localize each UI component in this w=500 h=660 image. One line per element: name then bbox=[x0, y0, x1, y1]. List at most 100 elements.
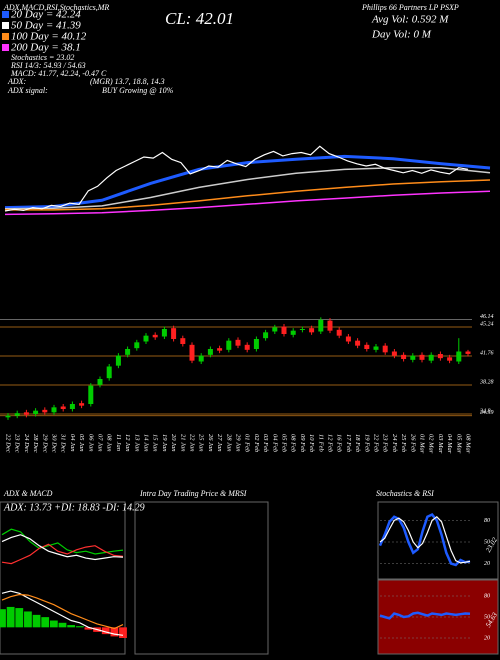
y-tick-label: 45.24 bbox=[480, 320, 494, 327]
candle-body bbox=[125, 349, 131, 355]
histogram-bar bbox=[58, 622, 67, 628]
candle-body bbox=[189, 344, 195, 361]
x-tick-label: 09 Feb bbox=[299, 434, 306, 453]
candle-body bbox=[336, 329, 342, 336]
histogram-bar bbox=[75, 626, 84, 628]
candle-body bbox=[327, 320, 333, 331]
candle-body bbox=[51, 407, 57, 413]
candle-body bbox=[382, 345, 388, 353]
indicator-label: MACD: 41.77, 42.24, -0.47 C bbox=[10, 69, 107, 78]
panel-title: ADX & MACD bbox=[3, 489, 53, 498]
candle-body bbox=[373, 346, 379, 350]
x-tick-label: 22 Dec bbox=[5, 434, 12, 453]
candle-body bbox=[263, 332, 269, 339]
panel-title: Stochastics & RSI bbox=[376, 489, 434, 498]
x-tick-label: 25 Jan bbox=[198, 434, 205, 452]
series-line bbox=[1, 543, 124, 565]
series-line bbox=[4, 190, 491, 216]
x-tick-label: 27 Jan bbox=[216, 434, 223, 452]
x-tick-label: 03 Feb bbox=[262, 434, 269, 453]
candle-body bbox=[143, 335, 149, 342]
x-tick-label: 04 Mar bbox=[446, 434, 453, 454]
x-tick-label: 23 Dec bbox=[14, 434, 21, 453]
symbol-line: Phillips 66 Partners LP PSXP bbox=[361, 3, 459, 12]
candle-body bbox=[14, 413, 20, 416]
panel-subtitle: ADX: 13.73 +DI: 18.83 -DI: 14.29 bbox=[3, 502, 145, 513]
y-tick-label: 80 bbox=[484, 593, 490, 599]
candle-body bbox=[235, 339, 241, 346]
x-tick-label: 14 Jan bbox=[143, 434, 150, 452]
panel-border bbox=[377, 579, 499, 655]
panel-bg bbox=[378, 502, 498, 579]
adx-signal: BUY Growing @ 10% bbox=[102, 86, 174, 95]
indicator-label: 20 Day = 42.24 bbox=[11, 9, 81, 21]
y-tick-label: 20 bbox=[484, 561, 490, 567]
x-tick-label: 26 Jan bbox=[207, 434, 214, 452]
candle-body bbox=[465, 351, 471, 354]
candle-body bbox=[161, 329, 167, 337]
close-price: CL: 42.01 bbox=[165, 9, 234, 28]
price-line bbox=[4, 145, 469, 212]
x-tick-label: 04 Jan bbox=[69, 434, 76, 452]
candle-body bbox=[318, 319, 324, 332]
x-tick-label: 31 Dec bbox=[60, 433, 67, 453]
histogram-bar bbox=[110, 627, 119, 637]
adx-value: (MGR) 13.7, 18.8, 14.3 bbox=[90, 77, 165, 86]
x-tick-label: 02 Feb bbox=[253, 434, 260, 453]
candle-body bbox=[345, 336, 351, 342]
intraday-panel bbox=[134, 501, 269, 655]
x-tick-label: 08 Mar bbox=[465, 434, 472, 454]
candle-body bbox=[428, 354, 434, 361]
x-tick-label: 28 Jan bbox=[225, 434, 232, 452]
y-tick-label: 38.28 bbox=[479, 379, 494, 385]
candle-body bbox=[88, 385, 94, 404]
x-tick-label: 26 Feb bbox=[409, 434, 416, 453]
histogram-bar bbox=[49, 620, 58, 628]
panel-border bbox=[0, 501, 126, 655]
indicator-label: Stochastics = 23.02 bbox=[11, 53, 74, 62]
histogram-bar bbox=[41, 617, 50, 628]
panel-border bbox=[377, 501, 499, 580]
series-line bbox=[5, 179, 491, 211]
candle-body bbox=[309, 328, 315, 333]
series-line bbox=[1, 593, 124, 630]
candle-body bbox=[419, 354, 425, 360]
histogram-bar bbox=[67, 625, 76, 628]
candle-body bbox=[447, 357, 453, 361]
histogram-bar bbox=[119, 627, 127, 638]
x-tick-label: 19 Feb bbox=[363, 434, 370, 453]
indicator-label: RSI 14/3: 54.93 / 54.63 bbox=[10, 61, 86, 70]
x-tick-label: 24 Dec bbox=[23, 434, 30, 453]
candle-body bbox=[217, 348, 223, 351]
x-tick-label: 02 Mar bbox=[428, 434, 435, 454]
x-tick-label: 21 Jan bbox=[179, 434, 186, 452]
x-tick-label: 12 Jan bbox=[124, 434, 131, 452]
x-tick-label: 18 Feb bbox=[354, 434, 361, 453]
candle-body bbox=[115, 355, 121, 366]
x-tick-label: 11 Feb bbox=[317, 434, 324, 452]
title-line: ADX,MACD,RSI,Stochastics,MR bbox=[3, 3, 109, 12]
x-tick-label: 03 Mar bbox=[437, 434, 444, 454]
series-line bbox=[379, 611, 471, 620]
y-tick-label: 34.59 bbox=[479, 409, 494, 416]
x-tick-label: 07 Jan bbox=[97, 434, 104, 452]
candle-body bbox=[42, 409, 48, 413]
candle-body bbox=[79, 403, 85, 406]
y-tick-label: 46.14 bbox=[480, 313, 494, 320]
candle-body bbox=[410, 355, 416, 360]
candle-body bbox=[290, 330, 296, 335]
series-line bbox=[4, 154, 491, 210]
histogram-bar bbox=[15, 608, 24, 628]
legend-swatch bbox=[2, 33, 9, 40]
candle-body bbox=[437, 354, 443, 359]
x-tick-label: 17 Feb bbox=[345, 434, 352, 453]
histogram-bar bbox=[6, 606, 15, 628]
candle-body bbox=[134, 342, 140, 349]
candle-body bbox=[97, 379, 103, 385]
y-tick-label: 80 bbox=[484, 518, 490, 524]
x-tick-label: 22 Feb bbox=[373, 434, 380, 453]
x-tick-label: 08 Jan bbox=[106, 434, 113, 452]
series-line bbox=[1, 528, 124, 555]
candle-body bbox=[152, 334, 158, 338]
x-tick-label: 10 Feb bbox=[308, 434, 315, 453]
